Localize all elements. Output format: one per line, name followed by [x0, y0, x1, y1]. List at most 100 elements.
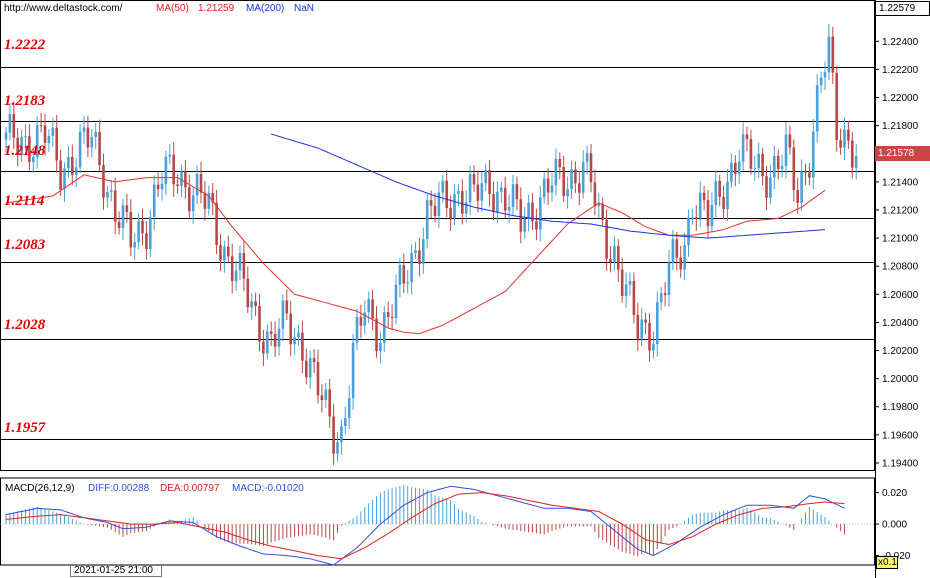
- candle-body: [418, 250, 421, 264]
- candle: [90, 129, 94, 158]
- price-tick-label: 1.21800: [882, 121, 919, 132]
- candle-body: [207, 192, 211, 209]
- candle: [523, 206, 526, 239]
- candle-body: [659, 293, 663, 303]
- candle-body: [656, 302, 659, 345]
- candle: [718, 174, 721, 207]
- candle-body: [843, 129, 846, 148]
- candle-body: [59, 160, 62, 190]
- candle: [554, 148, 558, 196]
- candle: [4, 126, 8, 153]
- candle: [312, 349, 316, 374]
- candle: [379, 331, 382, 364]
- candle: [332, 403, 335, 466]
- candle: [734, 155, 737, 187]
- crosshair-time-label: 2021-01-25 21:00: [70, 565, 162, 577]
- candle-body: [812, 131, 815, 178]
- candle-body: [714, 180, 718, 205]
- candle: [359, 304, 363, 339]
- candle: [386, 301, 390, 328]
- candle-body: [683, 244, 686, 270]
- candle: [542, 172, 546, 204]
- candle: [640, 307, 643, 347]
- ma200-line: [271, 133, 826, 239]
- candle-body: [129, 211, 133, 248]
- candle-body: [86, 127, 90, 148]
- candle: [320, 384, 324, 413]
- candle-body: [730, 162, 733, 182]
- candle-body: [12, 114, 16, 138]
- candle-body: [550, 185, 554, 193]
- candle-body: [347, 398, 351, 419]
- candle: [835, 65, 838, 152]
- candle: [550, 172, 554, 202]
- level-label-1: 1.2222: [4, 37, 46, 53]
- candle-body: [531, 202, 534, 222]
- candle-body: [663, 293, 667, 296]
- candle: [281, 294, 285, 342]
- candle-body: [804, 171, 807, 173]
- candle-body: [792, 147, 796, 190]
- candle: [35, 116, 39, 169]
- candle-body: [199, 173, 203, 193]
- candle-body: [375, 318, 378, 352]
- candle: [476, 172, 480, 213]
- candle: [254, 292, 257, 316]
- candle: [133, 233, 136, 261]
- candle: [305, 348, 308, 385]
- candle-body: [394, 284, 398, 319]
- candle: [371, 289, 374, 331]
- candle-body: [523, 218, 526, 232]
- candle: [468, 165, 472, 215]
- site-url[interactable]: http://www.deltastock.com/: [4, 3, 123, 14]
- candle-body: [706, 199, 710, 227]
- price-tick-label: 1.19600: [882, 430, 919, 441]
- candle: [258, 293, 261, 352]
- candle: [184, 159, 187, 199]
- candle-body: [410, 253, 413, 283]
- current-price-badge: 1.21578: [875, 146, 930, 161]
- candle-body: [238, 252, 242, 271]
- candle: [527, 194, 530, 232]
- candle-body: [277, 328, 281, 347]
- candle-body: [620, 269, 624, 296]
- candle-body: [765, 176, 768, 198]
- level-label-2: 1.2183: [4, 93, 46, 109]
- candle-body: [745, 134, 749, 139]
- candle-body: [461, 191, 464, 214]
- candle-body: [137, 220, 140, 243]
- candle-body: [726, 181, 729, 210]
- candle-body: [652, 344, 655, 351]
- candle-body: [617, 246, 620, 270]
- candle: [472, 165, 476, 192]
- candle-body: [340, 426, 343, 443]
- candle-body: [203, 192, 207, 209]
- candle: [195, 165, 199, 204]
- candle-body: [488, 170, 491, 195]
- candle: [601, 197, 604, 227]
- candle-body: [476, 184, 480, 201]
- candle-body: [168, 154, 172, 157]
- candle: [581, 150, 585, 199]
- candle: [234, 260, 238, 291]
- candle: [812, 118, 815, 190]
- candle-body: [589, 153, 593, 183]
- candle: [121, 198, 125, 241]
- candle: [316, 349, 320, 404]
- candle-body: [827, 36, 831, 73]
- candle: [375, 306, 378, 358]
- candle: [433, 193, 437, 223]
- candle-body: [51, 127, 55, 137]
- zoom-button[interactable]: x0.1: [876, 556, 898, 569]
- candle-body: [156, 184, 160, 190]
- candle: [632, 272, 636, 324]
- price-tick-label: 1.20200: [882, 346, 919, 357]
- candle: [383, 306, 386, 352]
- candle-body: [605, 219, 608, 259]
- candle-body: [780, 166, 784, 169]
- candle: [648, 313, 651, 362]
- candle: [800, 159, 803, 212]
- candle: [593, 169, 597, 216]
- candle-body: [320, 395, 324, 400]
- price-tick-label: 1.22200: [882, 65, 919, 76]
